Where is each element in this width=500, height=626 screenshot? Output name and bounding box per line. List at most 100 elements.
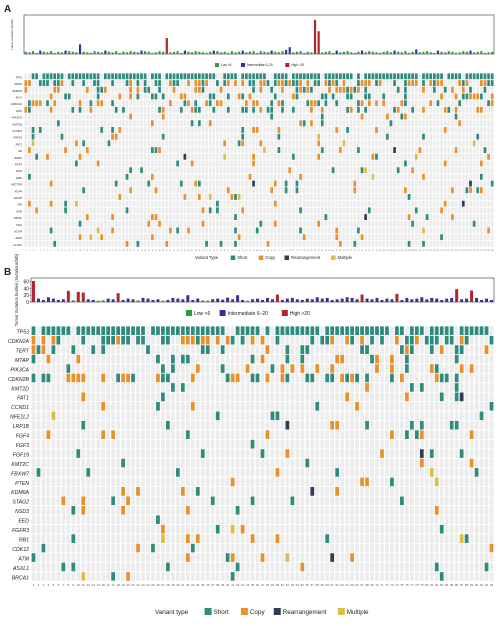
oncoprint-cell bbox=[461, 200, 465, 207]
oncoprint-cell bbox=[56, 207, 60, 214]
oncoprint-cell bbox=[447, 187, 451, 194]
oncoprint-cell bbox=[310, 147, 313, 153]
oncoprint-cell bbox=[454, 133, 458, 140]
oncoprint-cell bbox=[443, 173, 447, 180]
oncoprint-cell bbox=[306, 240, 310, 247]
oncoprint-cell bbox=[459, 335, 464, 345]
oncoprint-cell bbox=[367, 180, 371, 187]
oncoprint-cell bbox=[208, 127, 212, 133]
oncoprint-cell bbox=[212, 214, 216, 220]
oncoprint-cell bbox=[64, 180, 67, 187]
oncoprint-cell bbox=[310, 326, 315, 336]
oncoprint-cell bbox=[275, 383, 280, 392]
oncoprint-cell bbox=[385, 86, 389, 93]
sample-number: 8 bbox=[51, 250, 52, 252]
oncoprint-cell bbox=[60, 80, 64, 86]
oncoprint-cell bbox=[220, 392, 225, 402]
oncoprint-cell bbox=[469, 133, 472, 140]
oncoprint-cell bbox=[378, 234, 382, 241]
oncoprint-cell bbox=[71, 160, 75, 167]
oncoprint-cell bbox=[310, 180, 313, 187]
oncoprint-cell bbox=[350, 420, 355, 430]
oncoprint-cell bbox=[35, 86, 39, 93]
oncoprint-cell bbox=[400, 160, 404, 167]
oncoprint-cell bbox=[458, 153, 462, 160]
oncoprint-cell bbox=[46, 354, 51, 364]
oncoprint-cell bbox=[259, 160, 263, 167]
oncoprint-cell bbox=[469, 200, 472, 207]
oncoprint-cell bbox=[219, 93, 223, 100]
oncoprint-cell bbox=[375, 167, 378, 174]
oncoprint-cell bbox=[349, 227, 353, 234]
oncoprint-cell bbox=[277, 93, 281, 100]
tmb-bar bbox=[324, 51, 327, 54]
oncoprint-cell bbox=[28, 187, 31, 194]
oncoprint-cell bbox=[129, 113, 133, 120]
oncoprint-cell bbox=[46, 153, 49, 160]
oncoprint-cell bbox=[342, 234, 346, 241]
oncoprint-cell bbox=[93, 214, 96, 220]
oncoprint-cell bbox=[375, 140, 378, 147]
oncoprint-cell bbox=[170, 430, 175, 439]
oncoprint-cell bbox=[371, 133, 375, 140]
oncoprint-cell bbox=[53, 80, 57, 86]
oncoprint-cell bbox=[360, 180, 364, 187]
oncoprint-cell bbox=[60, 194, 64, 200]
oncoprint-cell bbox=[345, 373, 350, 383]
oncoprint-cell bbox=[136, 140, 140, 147]
oncoprint-cell bbox=[237, 133, 241, 140]
oncoprint-cell bbox=[114, 93, 118, 100]
oncoprint-cell bbox=[313, 220, 317, 227]
oncoprint-cell bbox=[464, 383, 469, 392]
oncoprint-cell bbox=[136, 207, 140, 214]
oncoprint-cell bbox=[266, 80, 270, 86]
oncoprint-cell bbox=[375, 113, 378, 120]
oncoprint-cell bbox=[35, 147, 39, 153]
oncoprint-cell bbox=[161, 147, 165, 153]
oncoprint-cell bbox=[96, 106, 100, 113]
oncoprint-cell bbox=[378, 194, 382, 200]
oncoprint-cell bbox=[400, 220, 404, 227]
oncoprint-cell bbox=[483, 240, 487, 247]
tmb-bar bbox=[256, 298, 260, 302]
oncoprint-cell bbox=[158, 200, 161, 207]
oncoprint-cell bbox=[244, 153, 248, 160]
oncoprint-cell bbox=[194, 234, 198, 241]
oncoprint-cell bbox=[447, 160, 451, 167]
oncoprint-cell bbox=[458, 194, 462, 200]
oncoprint-cell bbox=[75, 180, 78, 187]
oncoprint-cell bbox=[241, 86, 245, 93]
oncoprint-cell bbox=[166, 402, 170, 411]
oncoprint-cell bbox=[165, 187, 169, 194]
oncoprint-cell bbox=[281, 240, 284, 247]
oncoprint-cell bbox=[140, 160, 143, 167]
oncoprint-cell bbox=[75, 214, 78, 220]
oncoprint-cell bbox=[451, 80, 454, 86]
oncoprint-cell bbox=[151, 335, 155, 345]
oncoprint-cell bbox=[75, 140, 78, 147]
oncoprint-cell bbox=[454, 106, 458, 113]
gene-label: CCND1 bbox=[11, 405, 29, 411]
oncoprint-cell bbox=[479, 86, 483, 93]
oncoprint-cell bbox=[302, 187, 306, 194]
oncoprint-cell bbox=[424, 420, 429, 430]
oncoprint-cell bbox=[320, 354, 325, 364]
oncoprint-cell bbox=[46, 73, 49, 80]
oncoprint-cell bbox=[75, 187, 78, 194]
oncoprint-cell bbox=[393, 194, 396, 200]
oncoprint-cell bbox=[205, 411, 210, 421]
oncoprint-cell bbox=[154, 86, 158, 93]
oncoprint-cell bbox=[141, 420, 145, 430]
oncoprint-cell bbox=[197, 140, 201, 147]
oncoprint-cell bbox=[60, 100, 64, 107]
oncoprint-cell bbox=[158, 173, 161, 180]
oncoprint-cell bbox=[85, 207, 89, 214]
gene-label: MTAP bbox=[15, 358, 30, 364]
oncoprint-cell bbox=[60, 120, 64, 127]
oncoprint-cell bbox=[443, 153, 447, 160]
oncoprint-cell bbox=[67, 140, 71, 147]
oncoprint-cell bbox=[51, 411, 56, 421]
oncoprint-cell bbox=[474, 364, 479, 373]
oncoprint-cell bbox=[375, 214, 378, 220]
oncoprint-cell bbox=[355, 430, 359, 439]
